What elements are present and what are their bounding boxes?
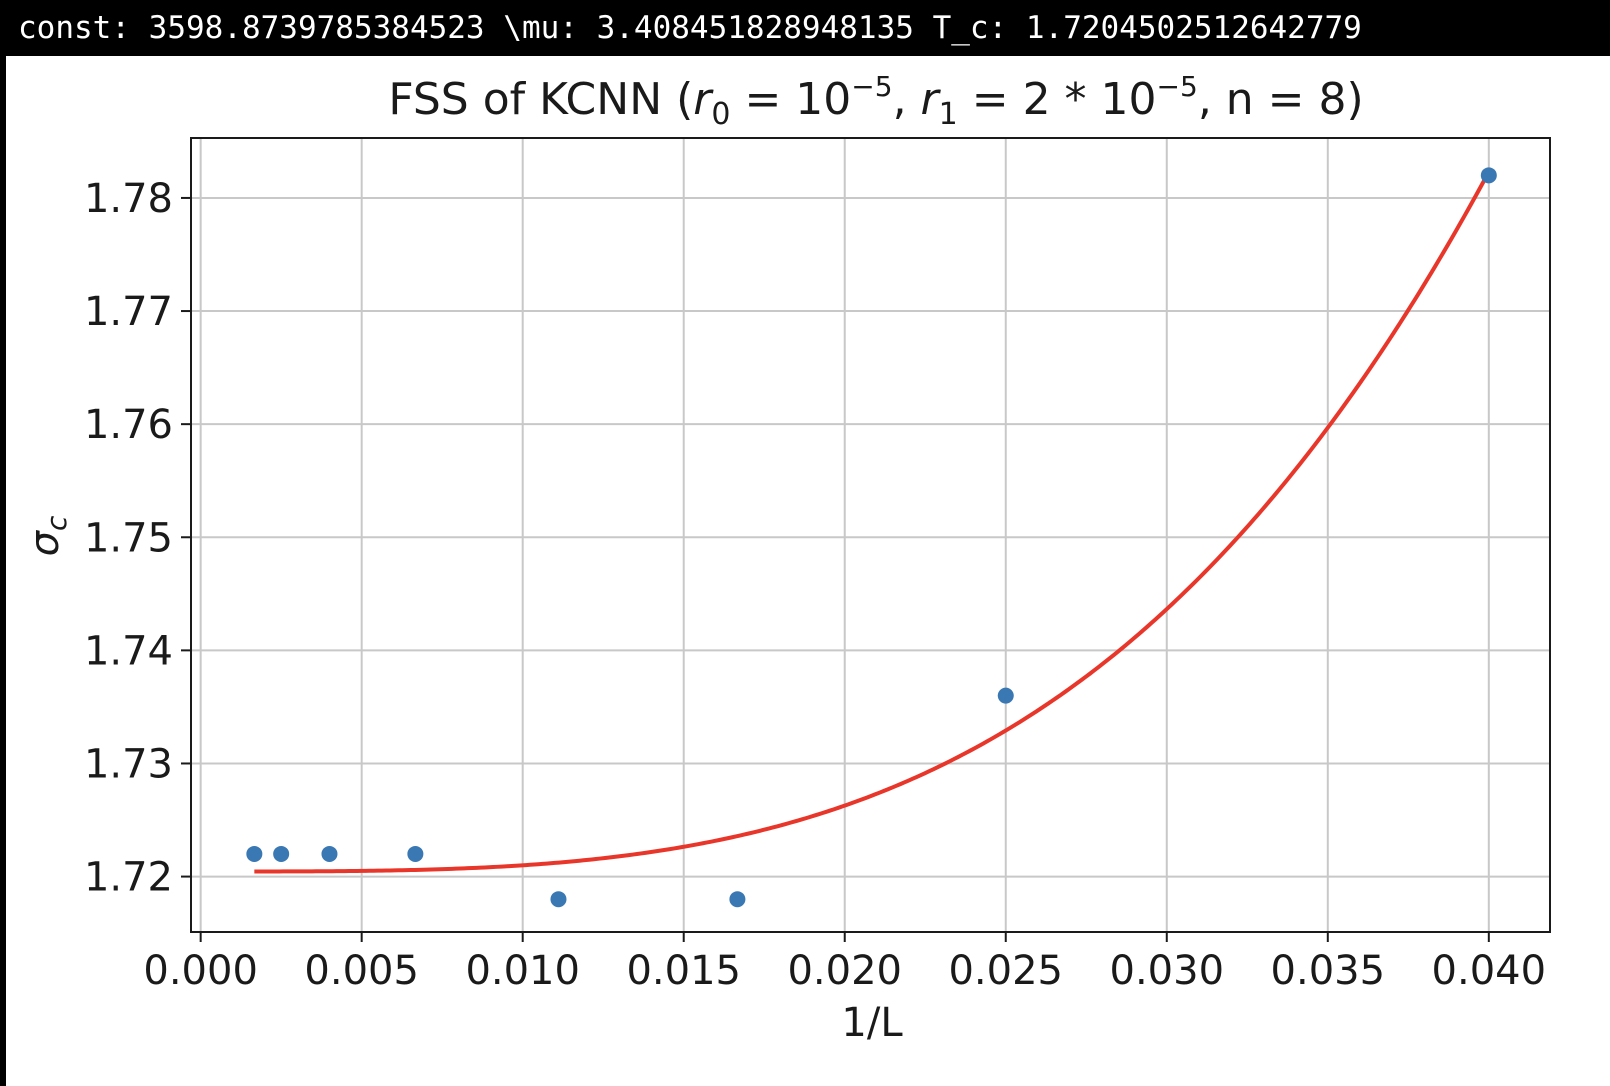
tc-value: 1.7204502512642779 xyxy=(1025,10,1362,46)
y-tick-label: 1.75 xyxy=(84,515,173,561)
x-tick-label: 0.000 xyxy=(143,948,258,994)
data-point xyxy=(407,845,424,862)
data-point xyxy=(997,687,1014,704)
x-tick-label: 0.010 xyxy=(465,948,580,994)
x-tick-label: 0.030 xyxy=(1110,948,1225,994)
points-layer xyxy=(246,167,1497,908)
x-tick-label: 0.025 xyxy=(948,948,1063,994)
x-axis-label: 1/L xyxy=(841,1000,903,1046)
fit-layer xyxy=(254,170,1491,874)
x-tick-label: 0.020 xyxy=(787,948,902,994)
y-axis-label: σc xyxy=(22,515,73,556)
const-value: 3598.8739785384523 xyxy=(148,10,485,46)
mu-label: \mu: xyxy=(503,10,578,46)
x-tick-label: 0.005 xyxy=(304,948,419,994)
fit-curve xyxy=(254,170,1491,874)
chart-title: FSS of KCNN (r0 = 10−5, r1 = 2 * 10−5, n… xyxy=(388,70,1363,132)
mu-value: 3.408451828948135 xyxy=(596,10,914,46)
data-point xyxy=(550,891,567,908)
data-point xyxy=(321,845,338,862)
fss-chart: FSS of KCNN (r0 = 10−5, r1 = 2 * 10−5, n… xyxy=(22,70,1551,1046)
const-label: const: xyxy=(18,10,130,46)
console-output: const: 3598.8739785384523 \mu: 3.4084518… xyxy=(0,0,1610,56)
plot-frame xyxy=(190,137,1551,933)
grid xyxy=(191,138,1550,932)
y-tick-label: 1.74 xyxy=(84,628,173,674)
y-tick-label: 1.73 xyxy=(84,741,173,787)
y-tick-label: 1.76 xyxy=(84,402,173,448)
figure: FSS of KCNN (r0 = 10−5, r1 = 2 * 10−5, n… xyxy=(6,56,1610,1086)
x-tick-label: 0.015 xyxy=(626,948,741,994)
data-point xyxy=(273,845,290,862)
tc-label: T_c: xyxy=(932,10,1008,46)
x-tick-label: 0.035 xyxy=(1271,948,1386,994)
data-point xyxy=(246,845,263,862)
y-tick-label: 1.72 xyxy=(84,855,173,901)
data-point xyxy=(729,891,746,908)
x-axis: 0.000 0.005 0.010 0.015 0.020 0.025 0.030 0.035… xyxy=(143,932,1546,994)
y-tick-label: 1.78 xyxy=(84,176,173,222)
y-tick-label: 1.77 xyxy=(84,289,173,335)
x-tick-label: 0.040 xyxy=(1432,948,1547,994)
data-point xyxy=(1480,167,1497,184)
y-axis: 1.72 1.73 1.74 1.75 1.76 1.77 1.78 xyxy=(84,176,191,901)
